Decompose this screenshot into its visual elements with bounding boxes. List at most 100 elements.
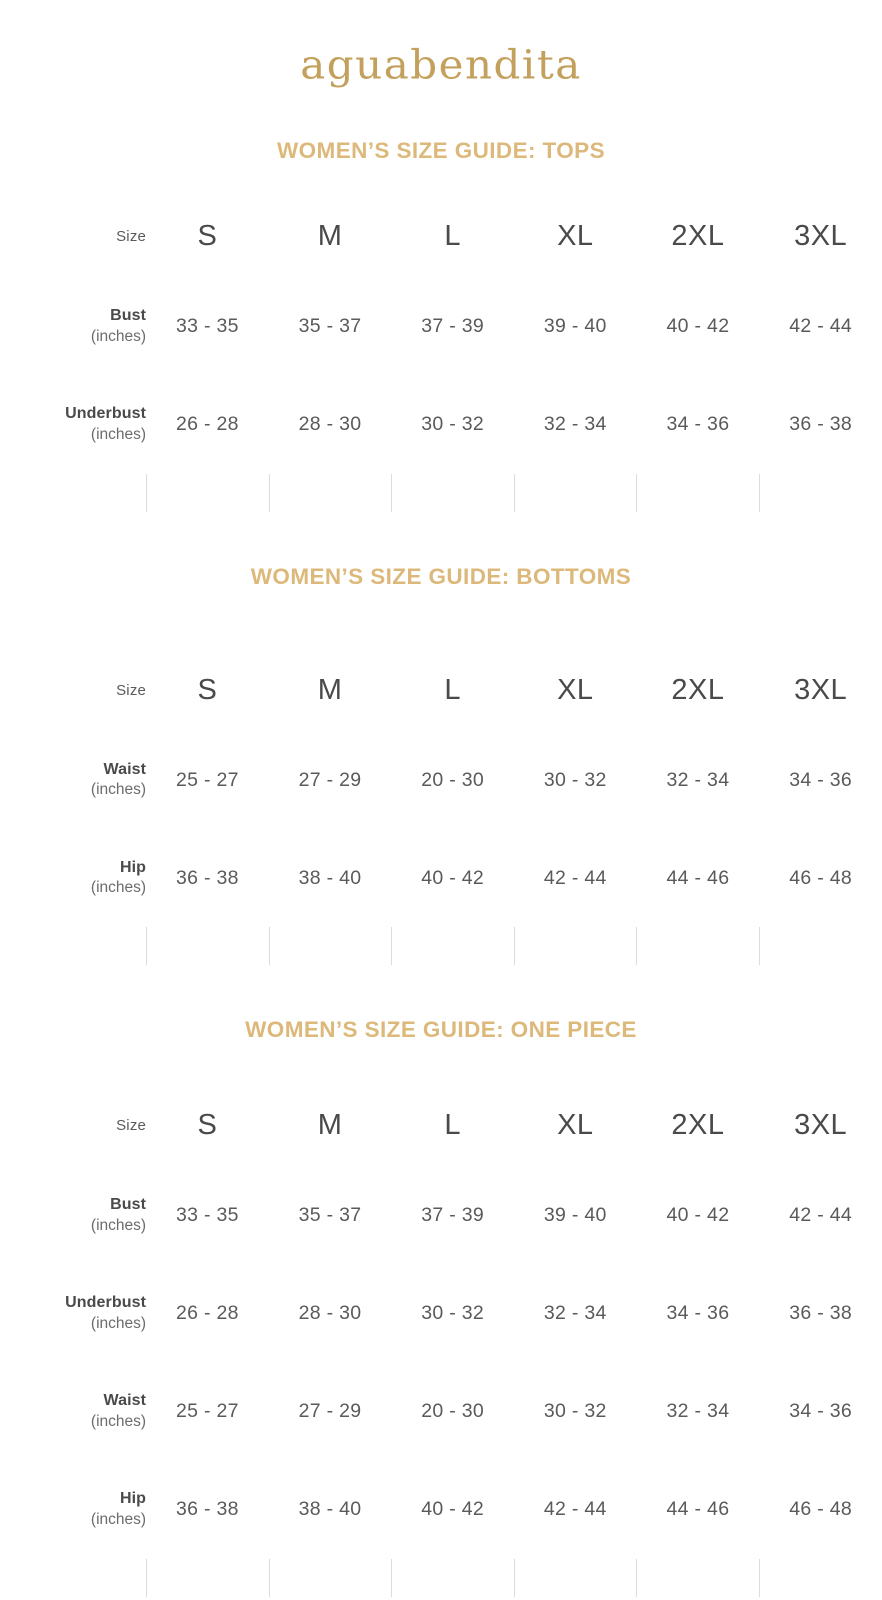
measurement-name: Bust — [110, 307, 147, 325]
measurement-value: 32 - 34 — [666, 768, 730, 791]
aguabendita-logo[interactable]: aguabendita — [300, 41, 582, 89]
measurement-value: 36 - 38 — [789, 413, 853, 435]
size-column-header: S — [197, 220, 218, 252]
column-divider — [146, 473, 147, 512]
section-title: WOMEN’S SIZE GUIDE: ONE PIECE — [245, 1017, 637, 1042]
measurement-value: 42 - 44 — [543, 866, 607, 889]
size-column-header: 3XL — [794, 1109, 848, 1141]
column-divider — [636, 473, 638, 512]
measurement-value: 33 - 35 — [175, 1204, 239, 1226]
measurement-value: 32 - 34 — [666, 1400, 730, 1422]
column-divider — [513, 473, 515, 512]
measurement-value: 32 - 34 — [543, 1302, 607, 1324]
size-table-header-row: Size S M L XL 2XL 3XL — [7, 1085, 882, 1167]
measurement-value: 34 - 36 — [789, 768, 853, 791]
measurement-value: 27 - 29 — [298, 1400, 362, 1422]
measurement-name: Bust — [110, 1196, 147, 1214]
column-divider — [268, 1558, 270, 1597]
measurement-name: Waist — [103, 760, 147, 778]
size-table-corner-label: Size — [116, 1117, 147, 1134]
size-column-header: M — [317, 1109, 343, 1141]
column-divider — [759, 1558, 760, 1597]
size-table-header-row: Size S M L XL 2XL 3XL — [7, 649, 882, 731]
column-divider — [759, 927, 760, 965]
column-divider — [268, 473, 270, 512]
size-column-header: M — [317, 220, 343, 252]
measurement-label: Bust (inches) — [7, 1167, 146, 1265]
measurement-name: Waist — [103, 1392, 147, 1410]
size-column-header: 2XL — [671, 673, 725, 706]
measurement-value: 42 - 44 — [789, 315, 853, 337]
column-divider — [146, 927, 147, 965]
measurement-value: 35 - 37 — [298, 1204, 362, 1226]
measurement-unit: (inches) — [90, 1412, 147, 1430]
column-divider-overhang — [7, 1558, 882, 1597]
measurement-value: 33 - 35 — [175, 315, 239, 337]
column-divider — [759, 473, 760, 512]
size-column-header: L — [444, 1109, 461, 1141]
size-table-row: Hip (inches) 36 - 38 38 - 40 40 - 42 42 - 44 4… — [7, 1461, 882, 1559]
measurement-value: 32 - 34 — [543, 413, 607, 435]
size-column-header: 3XL — [794, 220, 848, 252]
column-divider — [391, 927, 393, 965]
measurement-value: 34 - 36 — [666, 413, 730, 435]
measurement-value: 46 - 48 — [789, 866, 853, 889]
measurement-value: 25 - 27 — [175, 1400, 239, 1422]
measurement-label: Hip (inches) — [7, 829, 146, 927]
size-column-header: 3XL — [794, 673, 848, 706]
section-title: WOMEN’S SIZE GUIDE: TOPS — [277, 138, 605, 163]
size-table-row: Hip (inches) 36 - 38 38 - 40 40 - 42 42 - 44 4… — [7, 829, 882, 927]
size-column-header: 2XL — [671, 220, 725, 252]
size-table-row: Underbust (inches) 26 - 28 28 - 30 30 - 32 32… — [7, 376, 882, 474]
size-column-header: L — [444, 220, 461, 252]
measurement-value: 39 - 40 — [543, 315, 607, 337]
column-divider-overhang — [7, 927, 882, 965]
measurement-value: 28 - 30 — [298, 1302, 362, 1324]
measurement-label: Underbust (inches) — [7, 376, 146, 474]
measurement-value: 36 - 38 — [789, 1302, 853, 1324]
size-table-row: Waist (inches) 25 - 27 27 - 29 20 - 30 30 - 3… — [7, 1363, 882, 1461]
size-column-header: L — [444, 673, 461, 706]
measurement-name: Hip — [119, 858, 147, 876]
size-table-header-row: Size S M L XL 2XL 3XL — [7, 196, 882, 278]
size-column-header: S — [197, 1109, 218, 1141]
measurement-label: Hip (inches) — [7, 1461, 146, 1559]
column-divider — [513, 1558, 515, 1597]
measurement-value: 35 - 37 — [298, 315, 362, 337]
measurement-label: Waist (inches) — [7, 731, 146, 829]
measurement-unit: (inches) — [90, 327, 147, 345]
size-table: Size S M L XL 2XL 3XL Waist (inches) 25 - 27 27 - … — [7, 649, 882, 927]
size-table-wrapper: Size S M L XL 2XL 3XL Waist (inches) 25 - 27 27 - … — [0, 649, 882, 965]
measurement-value: 30 - 32 — [421, 413, 485, 435]
measurement-value: 25 - 27 — [175, 768, 239, 791]
size-guide-section: WOMEN’S SIZE GUIDE: TOPS Size S M L XL 2XL 3XL B… — [0, 88, 882, 512]
measurement-value: 46 - 48 — [789, 1498, 853, 1520]
size-table-corner-label: Size — [116, 681, 147, 699]
measurement-value: 38 - 40 — [298, 1498, 362, 1520]
column-divider-overhang — [7, 473, 882, 512]
measurement-value: 36 - 38 — [175, 866, 239, 889]
measurement-label: Waist (inches) — [7, 1363, 146, 1461]
measurement-unit: (inches) — [90, 1216, 147, 1234]
measurement-value: 39 - 40 — [543, 1204, 607, 1226]
measurement-value: 28 - 30 — [298, 413, 362, 435]
size-table-corner-label: Size — [116, 228, 147, 245]
measurement-value: 37 - 39 — [421, 1204, 485, 1226]
measurement-value: 34 - 36 — [789, 1400, 853, 1422]
measurement-value: 20 - 30 — [421, 1400, 485, 1422]
measurement-value: 26 - 28 — [175, 1302, 239, 1324]
size-table-wrapper: Size S M L XL 2XL 3XL Bust (inches) 33 - 35 35 - 3… — [0, 196, 882, 512]
measurement-unit: (inches) — [90, 781, 147, 799]
size-guide-section: WOMEN’S SIZE GUIDE: BOTTOMS Size S M L XL 2XL 3… — [0, 512, 882, 965]
measurement-value: 40 - 42 — [666, 1204, 730, 1226]
size-table-row: Bust (inches) 33 - 35 35 - 37 37 - 39 39 - 40… — [7, 1167, 882, 1265]
size-guide-section: WOMEN’S SIZE GUIDE: ONE PIECE Size S M L XL 2X… — [0, 965, 882, 1597]
column-divider — [268, 927, 270, 965]
size-column-header: XL — [557, 673, 594, 706]
column-divider — [636, 1558, 638, 1597]
measurement-value: 38 - 40 — [298, 866, 362, 889]
size-table-row: Waist (inches) 25 - 27 27 - 29 20 - 30 30 - 3… — [7, 731, 882, 829]
size-column-header: M — [317, 673, 343, 706]
size-column-header: S — [197, 673, 218, 706]
size-table: Size S M L XL 2XL 3XL Bust (inches) 33 - 35 35 - 3… — [7, 1085, 882, 1559]
